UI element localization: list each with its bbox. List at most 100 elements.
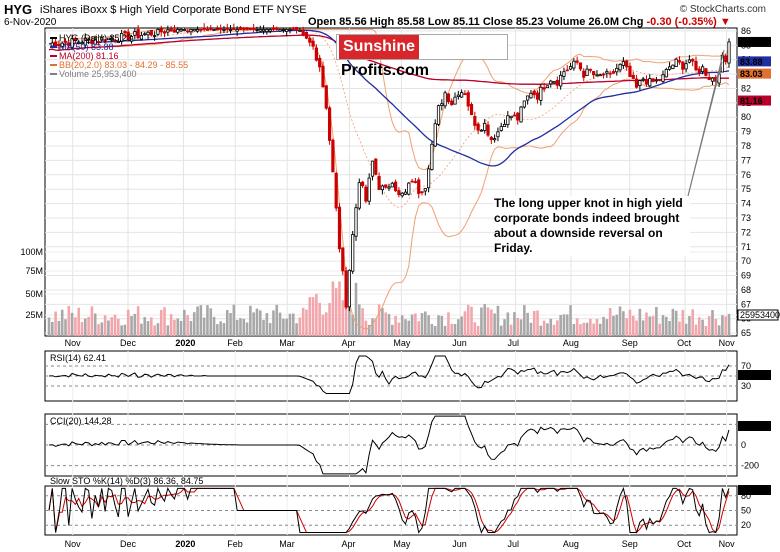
candle-body bbox=[427, 168, 431, 189]
candle-body bbox=[202, 27, 206, 30]
volume-bar bbox=[628, 309, 632, 336]
volume-bar bbox=[655, 306, 658, 336]
volume-bar bbox=[51, 321, 54, 336]
legend-label: HYG (Daily) 85.23 bbox=[59, 33, 132, 43]
candle-body bbox=[347, 269, 351, 308]
candle-body bbox=[631, 74, 635, 79]
candle-body bbox=[120, 33, 124, 42]
volume-bar bbox=[202, 317, 206, 336]
volume-bar bbox=[460, 316, 463, 336]
candle-body bbox=[367, 177, 371, 202]
price-tick-label: 77 bbox=[741, 155, 751, 165]
price-tick-label: 79 bbox=[741, 127, 751, 137]
volume-bar bbox=[450, 323, 454, 336]
candle-body bbox=[727, 41, 731, 64]
candle-body bbox=[153, 35, 157, 37]
volume-bar bbox=[556, 320, 559, 336]
volume-bar bbox=[377, 304, 381, 336]
candle-body bbox=[205, 29, 210, 31]
candle-body bbox=[176, 29, 180, 33]
candle-body bbox=[568, 66, 573, 70]
volume-bar bbox=[173, 319, 176, 336]
legend-label: BB(20,2.0) 83.03 - 84.29 - 85.55 bbox=[59, 60, 188, 70]
volume-bar bbox=[430, 323, 434, 336]
volume-bar bbox=[572, 324, 576, 336]
volume-bar bbox=[470, 306, 473, 336]
candle-body bbox=[403, 191, 408, 195]
volume-bar bbox=[549, 318, 553, 336]
candle-body bbox=[344, 270, 348, 308]
volume-bar bbox=[47, 317, 51, 336]
candle-body bbox=[146, 31, 150, 36]
candle-body bbox=[162, 31, 167, 34]
month-label-top: Jun bbox=[452, 338, 467, 348]
candle-body bbox=[351, 234, 355, 272]
month-label-top: Dec bbox=[120, 338, 137, 348]
quote-line: Open 85.56 High 85.58 Low 85.11 Close 85… bbox=[308, 16, 731, 28]
candle-body bbox=[219, 27, 223, 30]
candle-body bbox=[423, 188, 427, 192]
volume-bar bbox=[539, 325, 543, 336]
candle-body bbox=[443, 92, 447, 107]
volume-bar bbox=[437, 315, 440, 336]
volume-bar bbox=[678, 321, 681, 336]
month-label-bottom: Aug bbox=[563, 539, 579, 549]
axis-labels: 6566676869707172737475767778798081828384… bbox=[20, 26, 780, 549]
cci-title: CCI(20) 144.28 bbox=[50, 416, 112, 426]
candle-body bbox=[199, 28, 203, 31]
candle-body bbox=[281, 29, 285, 31]
candle-body bbox=[532, 90, 536, 96]
volume-bar bbox=[503, 319, 506, 336]
legend-label: MA(50) 83.88 bbox=[59, 42, 114, 52]
candle-body bbox=[539, 86, 543, 101]
volume-bar bbox=[110, 317, 114, 336]
volume-bar bbox=[272, 310, 275, 336]
volume-bar bbox=[64, 319, 67, 336]
candle-body bbox=[677, 60, 682, 63]
candle-body bbox=[704, 68, 708, 76]
volume-bar bbox=[150, 317, 153, 336]
candle-body bbox=[341, 247, 345, 272]
volume-bar bbox=[701, 319, 704, 336]
volume-bar bbox=[212, 316, 216, 336]
candle-body bbox=[687, 59, 691, 63]
volume-bar bbox=[305, 309, 308, 336]
volume-bar bbox=[397, 322, 401, 336]
candle-body bbox=[496, 131, 500, 138]
volume-bar bbox=[229, 313, 232, 336]
volume-bar bbox=[635, 320, 638, 336]
candle-body bbox=[126, 31, 130, 41]
month-label-bottom: Oct bbox=[677, 539, 692, 549]
candle-body bbox=[238, 26, 243, 30]
rsi-title: RSI(14) 62.41 bbox=[50, 353, 106, 363]
moving-averages bbox=[48, 29, 730, 167]
volume-bar bbox=[453, 324, 457, 336]
candle-body bbox=[374, 158, 378, 175]
candle-body bbox=[318, 57, 322, 68]
copyright[interactable]: © StockCharts.com bbox=[679, 4, 766, 15]
candle-body bbox=[420, 191, 424, 194]
month-label-bottom: May bbox=[393, 539, 411, 549]
volume-bar bbox=[410, 314, 414, 336]
volume-bar bbox=[493, 313, 496, 336]
volume-bar bbox=[367, 324, 371, 336]
candle-body bbox=[592, 71, 596, 76]
volume-bar bbox=[602, 316, 605, 336]
volume-bar bbox=[163, 307, 166, 336]
candle-body bbox=[486, 124, 490, 136]
candle-body bbox=[172, 29, 177, 33]
candle-body bbox=[225, 27, 229, 30]
volume-bars bbox=[47, 281, 731, 336]
volume-bar bbox=[466, 304, 470, 336]
volume-bar bbox=[265, 313, 269, 336]
change-down-icon: ▼ bbox=[719, 16, 731, 28]
volume-bar bbox=[136, 306, 140, 336]
volume-bar bbox=[54, 311, 57, 336]
candle-body bbox=[598, 74, 602, 77]
volume-bar bbox=[100, 322, 104, 336]
volume-bar bbox=[532, 311, 536, 336]
sto-tick-label: 20 bbox=[741, 520, 751, 530]
candle-body bbox=[694, 60, 698, 71]
annotation-text: The long upper knot in high yield corpor… bbox=[494, 196, 690, 256]
candle-body bbox=[265, 29, 269, 32]
